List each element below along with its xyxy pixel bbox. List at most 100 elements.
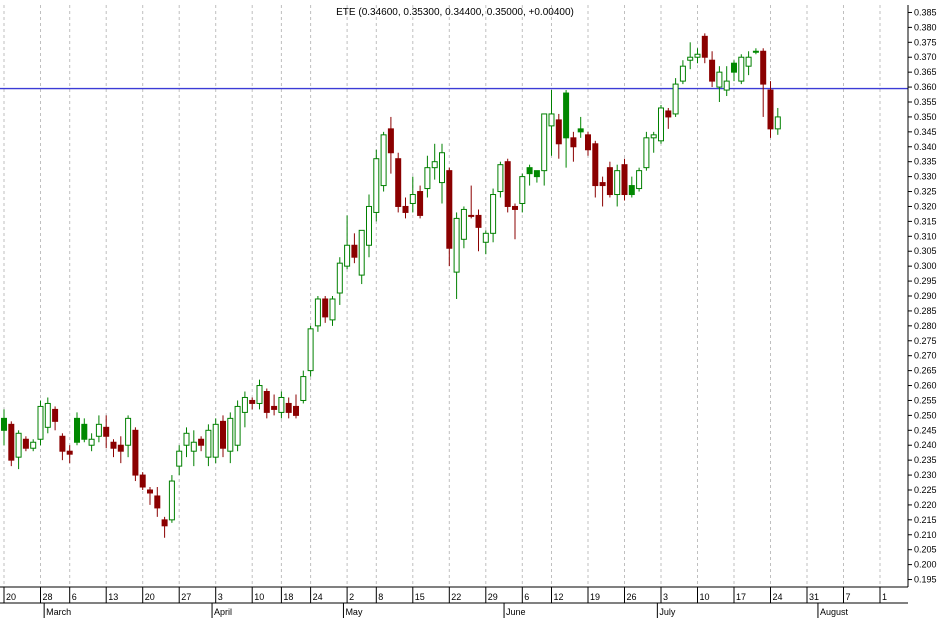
x-month-label: August	[820, 607, 849, 617]
candle	[300, 370, 307, 404]
y-tick-label: 0.260	[914, 381, 937, 391]
candle	[482, 230, 489, 255]
y-tick-label: 0.250	[914, 410, 937, 420]
candle	[329, 296, 336, 326]
x-tick-label: 29	[488, 592, 498, 602]
candle-body	[125, 417, 132, 446]
candle	[234, 400, 241, 452]
candle-body	[183, 432, 190, 446]
candle-body	[694, 53, 701, 58]
candle	[577, 116, 584, 138]
candle	[599, 176, 606, 207]
candle	[723, 66, 730, 97]
candle-body	[81, 423, 88, 440]
candle-body	[585, 134, 591, 151]
candle-body	[249, 399, 256, 404]
candle	[241, 391, 248, 428]
candle	[563, 90, 570, 168]
x-tick-label: 6	[72, 592, 77, 602]
candle-body	[767, 89, 774, 130]
y-tick-label: 0.350	[914, 112, 937, 122]
candle	[636, 167, 643, 192]
candle	[44, 397, 51, 434]
x-tick-label: 1	[882, 592, 887, 602]
candle	[460, 206, 467, 249]
candle-body	[103, 426, 110, 437]
y-tick-label: 0.275	[914, 336, 937, 346]
candle-body	[424, 167, 431, 190]
candle	[526, 164, 533, 186]
candle-body	[66, 450, 73, 455]
candle	[387, 116, 394, 174]
candle	[687, 42, 694, 70]
grid-lines	[3, 5, 881, 587]
candle-body	[395, 158, 402, 207]
candle-body	[752, 50, 759, 53]
candle-body	[293, 405, 299, 416]
candle-body	[490, 194, 497, 234]
candle-body	[271, 405, 278, 410]
candle-body	[220, 420, 226, 449]
candle-body	[300, 376, 307, 401]
candle-body	[278, 396, 285, 413]
candle-body	[387, 128, 394, 154]
candle-body	[314, 298, 321, 327]
y-tick-label: 0.270	[914, 351, 937, 361]
y-tick-label: 0.365	[914, 67, 937, 77]
y-tick-label: 0.345	[914, 127, 937, 137]
candle	[52, 406, 59, 431]
candle-body	[154, 495, 161, 509]
candle-body	[709, 59, 716, 82]
y-tick-label: 0.340	[914, 142, 937, 152]
y-tick-label: 0.370	[914, 52, 937, 62]
candle	[555, 113, 562, 159]
y-tick-label: 0.280	[914, 321, 937, 331]
candle	[74, 412, 80, 446]
candle-body	[760, 50, 767, 85]
candle	[570, 131, 577, 162]
candle-body	[533, 170, 540, 178]
x-tick-label: 3	[218, 592, 223, 602]
candle	[745, 51, 752, 76]
candle-body	[1, 417, 7, 431]
candle	[125, 415, 132, 458]
y-tick-label: 0.235	[914, 455, 937, 465]
candle	[504, 158, 511, 213]
candle	[774, 107, 781, 135]
x-month-label: May	[345, 607, 363, 617]
candle-body	[263, 391, 270, 413]
candle	[380, 131, 387, 192]
candle	[139, 472, 146, 490]
candle	[227, 412, 234, 464]
candle-body	[336, 262, 343, 294]
candle	[716, 66, 723, 102]
candle	[431, 143, 438, 180]
candle-body	[380, 134, 387, 187]
x-month-label: July	[659, 607, 676, 617]
candle-body	[132, 429, 139, 476]
candle-body	[22, 438, 29, 449]
chart-title: ETE (0.34600, 0.35300, 0.34400, 0.35000,…	[336, 7, 574, 18]
candle	[541, 113, 548, 186]
candle-body	[241, 396, 248, 413]
candle	[519, 173, 526, 213]
candle	[8, 421, 15, 467]
candle	[263, 388, 270, 419]
candles	[1, 33, 781, 538]
candle-body	[147, 489, 153, 494]
candle-body	[88, 438, 95, 446]
x-tick-label: 20	[145, 592, 155, 602]
y-tick-label: 0.245	[914, 425, 937, 435]
candle	[628, 176, 635, 198]
candle	[497, 161, 504, 198]
candle-body	[716, 71, 723, 88]
candle-body	[205, 429, 212, 458]
candle	[417, 185, 424, 219]
candle	[293, 394, 299, 419]
candle-body	[8, 423, 15, 461]
x-tick-label: 3	[663, 592, 668, 602]
candle	[621, 158, 628, 201]
candle	[336, 257, 343, 305]
y-tick-label: 0.295	[914, 276, 937, 286]
